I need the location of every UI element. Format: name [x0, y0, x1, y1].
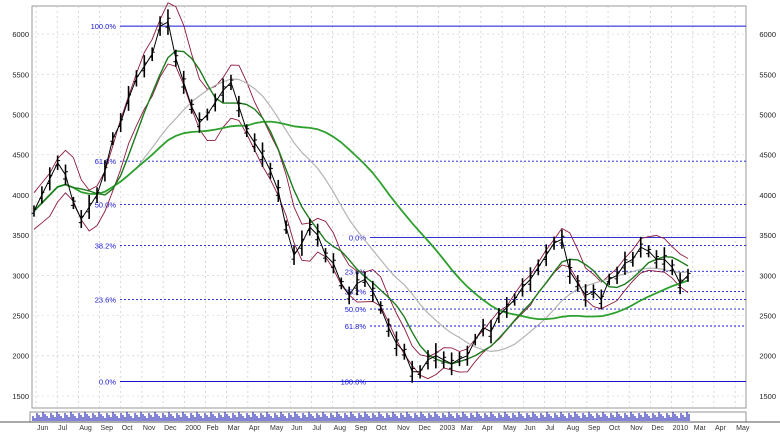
x-tick-label: Nov — [630, 425, 643, 432]
x-tick-label: Dec — [651, 425, 664, 432]
x-tick-label: Mar — [461, 425, 474, 432]
y-tick-label-right: 5500 — [759, 70, 776, 79]
x-tick-label: Jul — [58, 425, 67, 432]
x-tick-label: Apr — [715, 425, 727, 432]
x-tick-label: Nov — [397, 425, 410, 432]
fib-label-1: 38.2% — [95, 242, 117, 251]
x-tick-label: Mar — [228, 425, 241, 432]
x-tick-label: Oct — [376, 425, 387, 432]
x-tick-label: May — [270, 425, 284, 432]
x-tick-label: May — [736, 425, 750, 432]
y-tick-label-right: 1500 — [759, 392, 776, 401]
fib-label-2: 100.0% — [341, 377, 367, 386]
price-line — [33, 21, 689, 373]
x-tick-label: Dec — [418, 425, 431, 432]
x-tick-label: Aug — [567, 425, 580, 432]
y-tick-label-left: 3500 — [12, 231, 29, 240]
fib-label-2: 23.6% — [345, 267, 367, 276]
fib-label-1: 50.0% — [95, 201, 117, 210]
x-tick-label: Dec — [164, 425, 177, 432]
ma-short — [33, 50, 689, 365]
volume-bars — [32, 412, 690, 421]
ma-long — [33, 120, 689, 321]
x-tick-label: Nov — [143, 425, 156, 432]
y-tick-label-left: 3000 — [12, 271, 29, 280]
x-tick-label: May — [503, 425, 517, 432]
ma-gray — [33, 78, 689, 352]
y-tick-label-right: 3500 — [759, 231, 776, 240]
y-tick-label-right: 4000 — [759, 191, 776, 200]
x-tick-label: Aug — [334, 425, 347, 432]
x-tick-label: Oct — [609, 425, 620, 432]
x-tick-label: 2010 — [673, 425, 689, 432]
x-tick-label: Jun — [291, 425, 302, 432]
y-tick-label-right: 6000 — [759, 30, 776, 39]
x-tick-label: Jun — [524, 425, 535, 432]
y-tick-label-right: 3000 — [759, 271, 776, 280]
x-tick-label: Aug — [79, 425, 92, 432]
fib-label-1: 0.0% — [99, 377, 116, 386]
y-tick-label-right: 5000 — [759, 111, 776, 120]
fib-label-2: 50.0% — [345, 305, 367, 314]
fib-label-1: 23.6% — [95, 295, 117, 304]
y-tick-label-left: 5500 — [12, 70, 29, 79]
plot-area — [31, 5, 747, 409]
x-tick-label: Sep — [101, 425, 114, 432]
y-tick-label-left: 4000 — [12, 191, 29, 200]
x-tick-label: 2000 — [185, 425, 201, 432]
y-tick-label-left: 4500 — [12, 151, 29, 160]
fib-label-2: 0.0% — [349, 234, 366, 243]
fib-label-1: 100.0% — [91, 22, 117, 31]
x-tick-label: Oct — [122, 425, 133, 432]
x-tick-label: Jul — [312, 425, 321, 432]
y-tick-label-right: 2500 — [759, 312, 776, 321]
upper-envelope — [33, 2, 689, 357]
fib-label-2: 61.8% — [345, 322, 367, 331]
fib-label-2: 38.2% — [345, 287, 367, 296]
x-tick-label: Mar — [694, 425, 707, 432]
y-tick-label-right: 4500 — [759, 151, 776, 160]
x-tick-label: Feb — [206, 425, 218, 432]
x-tick-label: Jun — [37, 425, 48, 432]
x-tick-label: Apr — [249, 425, 261, 432]
y-tick-label-left: 6000 — [12, 30, 29, 39]
y-tick-label-left: 2000 — [12, 352, 29, 361]
lower-envelope — [33, 63, 689, 380]
y-tick-label-left: 5000 — [12, 111, 29, 120]
x-tick-label: Apr — [482, 425, 494, 432]
x-tick-label: Sep — [355, 425, 368, 432]
x-tick-label: Jul — [545, 425, 554, 432]
y-tick-label-right: 2000 — [759, 352, 776, 361]
y-tick-label-left: 2500 — [12, 312, 29, 321]
x-tick-label: 2003 — [440, 425, 456, 432]
x-tick-label: Sep — [588, 425, 601, 432]
y-tick-label-left: 1500 — [12, 392, 29, 401]
